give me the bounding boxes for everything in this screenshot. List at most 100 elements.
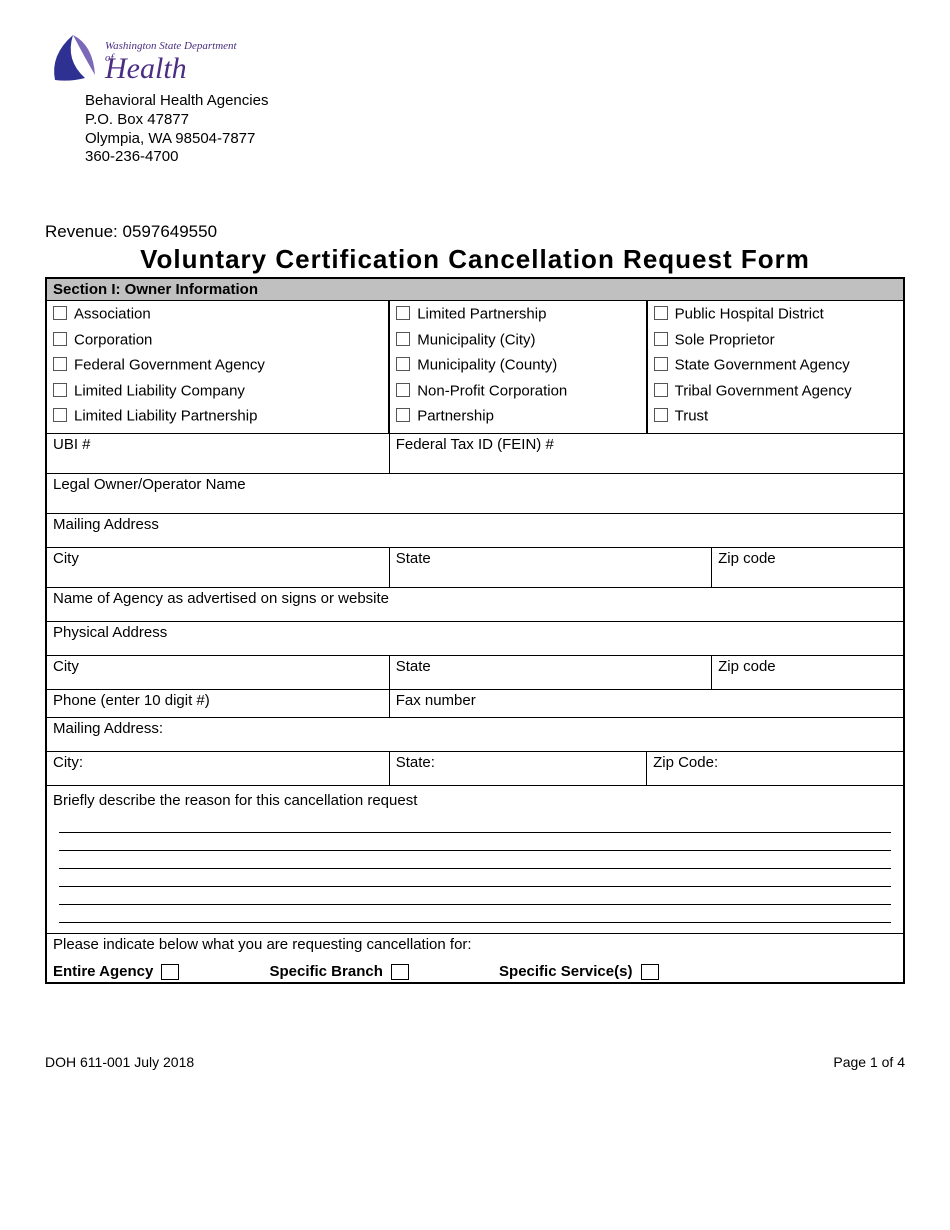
address-block: Behavioral Health Agencies P.O. Box 4787… (85, 92, 305, 167)
logo-title: Health (105, 52, 187, 86)
label-trust: Trust (675, 408, 709, 425)
label-specific-services: Specific Service(s) (499, 963, 632, 980)
doh-logo: Washington State Department of Health (45, 30, 245, 90)
label-reason: Briefly describe the reason for this can… (53, 792, 897, 809)
field-city3[interactable]: City: (46, 751, 389, 785)
field-zip2[interactable]: Zip code (712, 655, 904, 689)
field-state1[interactable]: State (389, 547, 711, 587)
checkbox-llp[interactable] (53, 408, 67, 422)
option-specific-branch: Specific Branch (269, 963, 409, 980)
revenue-line: Revenue: 0597649550 (45, 222, 905, 242)
label-zip3: Zip Code: (653, 754, 718, 771)
label-zip1: Zip code (718, 550, 776, 567)
label-state-gov: State Government Agency (675, 357, 850, 374)
label-indicate: Please indicate below what you are reque… (53, 936, 897, 953)
label-mailing-address2: Mailing Address: (53, 720, 163, 737)
label-city3: City: (53, 754, 83, 771)
label-municipality-county: Municipality (County) (417, 357, 557, 374)
label-specific-branch: Specific Branch (269, 963, 382, 980)
footer-right: Page 1 of 4 (833, 1054, 905, 1070)
option-specific-services: Specific Service(s) (499, 963, 659, 980)
reason-line[interactable] (59, 887, 891, 905)
label-association: Association (74, 306, 151, 323)
label-physical-address: Physical Address (53, 624, 167, 641)
label-public-hospital: Public Hospital District (675, 306, 824, 323)
label-nonprofit: Non-Profit Corporation (417, 382, 567, 399)
letterhead: Washington State Department of Health Be… (45, 30, 905, 167)
field-agency-name[interactable]: Name of Agency as advertised on signs or… (46, 587, 904, 621)
label-city2: City (53, 658, 79, 675)
label-state2: State (396, 658, 431, 675)
option-entire-agency: Entire Agency (53, 963, 179, 980)
checkbox-entire-agency[interactable] (161, 964, 179, 980)
field-zip1[interactable]: Zip code (712, 547, 904, 587)
cancellation-for-row: Please indicate below what you are reque… (46, 933, 904, 983)
label-fein: Federal Tax ID (FEIN) # (396, 436, 554, 453)
section1-header: Section I: Owner Information (46, 278, 904, 301)
label-legal-owner: Legal Owner/Operator Name (53, 476, 246, 493)
label-agency-name: Name of Agency as advertised on signs or… (53, 590, 389, 607)
reason-line[interactable] (59, 905, 891, 923)
label-entire-agency: Entire Agency (53, 963, 153, 980)
checkbox-nonprofit[interactable] (396, 383, 410, 397)
field-fein[interactable]: Federal Tax ID (FEIN) # (389, 433, 904, 473)
checkbox-public-hospital[interactable] (654, 306, 668, 320)
checkbox-llc[interactable] (53, 383, 67, 397)
checkbox-corporation[interactable] (53, 332, 67, 346)
label-mailing-address: Mailing Address (53, 516, 159, 533)
checkbox-association[interactable] (53, 306, 67, 320)
label-partnership: Partnership (417, 408, 494, 425)
label-corporation: Corporation (74, 331, 152, 348)
label-state3: State: (396, 754, 435, 771)
label-sole-proprietor: Sole Proprietor (675, 331, 775, 348)
label-federal-gov: Federal Government Agency (74, 357, 265, 374)
field-state2[interactable]: State (389, 655, 711, 689)
checkbox-sole-proprietor[interactable] (654, 332, 668, 346)
checkbox-tribal-gov[interactable] (654, 383, 668, 397)
checkbox-federal-gov[interactable] (53, 357, 67, 371)
label-llp: Limited Liability Partnership (74, 408, 257, 425)
label-llc: Limited Liability Company (74, 382, 245, 399)
label-state1: State (396, 550, 431, 567)
addr-line3: Olympia, WA 98504-7877 (85, 130, 305, 149)
field-mailing-address2[interactable]: Mailing Address: (46, 717, 904, 751)
field-mailing-address[interactable]: Mailing Address (46, 513, 904, 547)
field-fax[interactable]: Fax number (389, 689, 904, 717)
field-city1[interactable]: City (46, 547, 389, 587)
logo-swoosh-icon (45, 30, 103, 88)
label-limited-partnership: Limited Partnership (417, 306, 546, 323)
checkbox-state-gov[interactable] (654, 357, 668, 371)
label-zip2: Zip code (718, 658, 776, 675)
page-footer: DOH 611-001 July 2018 Page 1 of 4 (45, 1054, 905, 1070)
field-state3[interactable]: State: (389, 751, 646, 785)
reason-line[interactable] (59, 869, 891, 887)
checkbox-specific-services[interactable] (641, 964, 659, 980)
checkbox-trust[interactable] (654, 408, 668, 422)
field-phone[interactable]: Phone (enter 10 digit #) (46, 689, 389, 717)
checkbox-partnership[interactable] (396, 408, 410, 422)
checkbox-municipality-county[interactable] (396, 357, 410, 371)
reason-line[interactable] (59, 815, 891, 833)
label-tribal-gov: Tribal Government Agency (675, 382, 852, 399)
label-ubi: UBI # (53, 436, 91, 453)
field-legal-owner[interactable]: Legal Owner/Operator Name (46, 473, 904, 513)
form-page: Washington State Department of Health Be… (0, 0, 950, 1090)
field-physical-address[interactable]: Physical Address (46, 621, 904, 655)
reason-line[interactable] (59, 833, 891, 851)
label-city1: City (53, 550, 79, 567)
field-ubi[interactable]: UBI # (46, 433, 389, 473)
label-fax: Fax number (396, 692, 476, 709)
field-zip3[interactable]: Zip Code: (647, 751, 904, 785)
reason-line[interactable] (59, 851, 891, 869)
checkbox-municipality-city[interactable] (396, 332, 410, 346)
checkbox-limited-partnership[interactable] (396, 306, 410, 320)
field-city2[interactable]: City (46, 655, 389, 689)
field-reason[interactable]: Briefly describe the reason for this can… (46, 785, 904, 933)
checkbox-specific-branch[interactable] (391, 964, 409, 980)
owner-info-table: Section I: Owner Information Association… (45, 277, 905, 984)
addr-line4: 360-236-4700 (85, 148, 305, 167)
addr-line2: P.O. Box 47877 (85, 111, 305, 130)
label-phone: Phone (enter 10 digit #) (53, 692, 210, 709)
label-municipality-city: Municipality (City) (417, 331, 535, 348)
form-title: Voluntary Certification Cancellation Req… (45, 244, 905, 275)
